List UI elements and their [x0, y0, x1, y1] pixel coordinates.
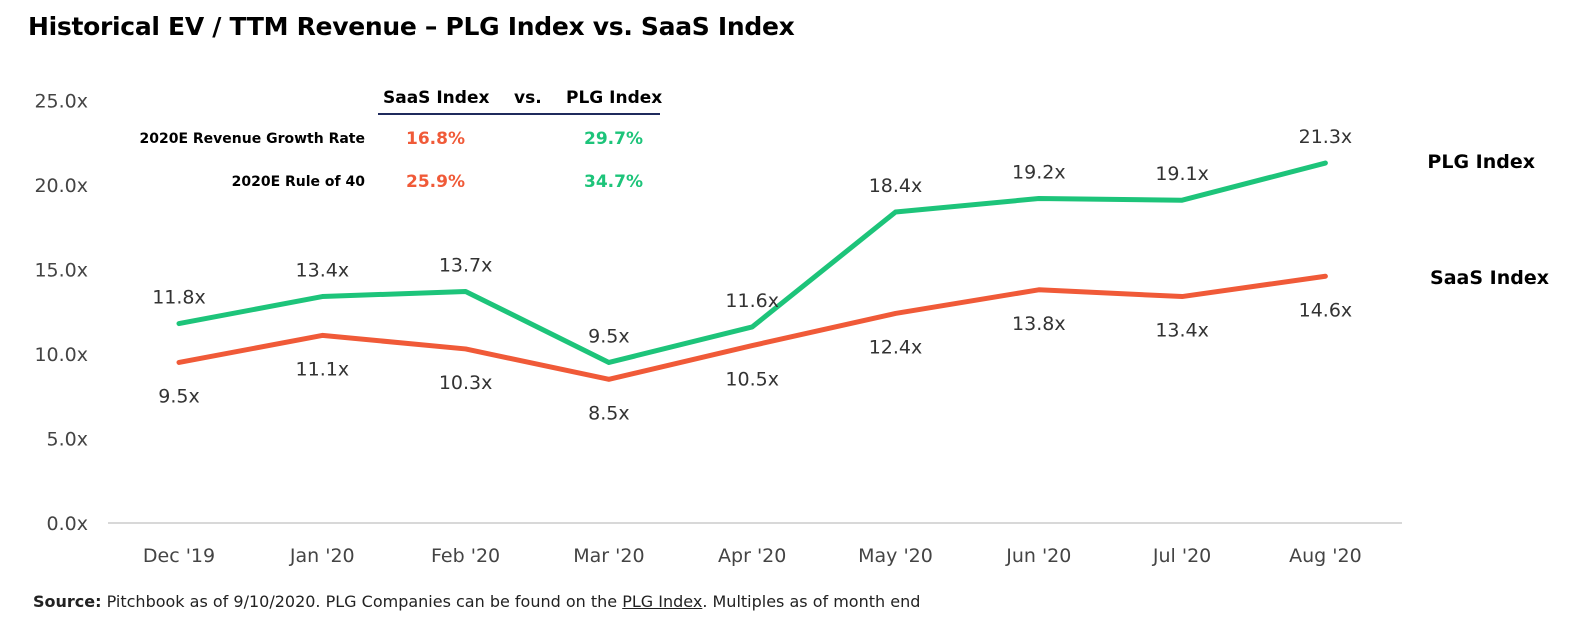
y-tick-label: 20.0x — [34, 175, 88, 197]
plg-data-label: 18.4x — [869, 175, 923, 197]
y-tick-label: 25.0x — [34, 91, 88, 113]
saas-data-label: 9.5x — [158, 385, 199, 407]
plg-data-label: 13.7x — [439, 254, 493, 276]
plg-data-label: 11.8x — [152, 287, 206, 309]
table-header-plg: PLG Index — [566, 88, 663, 108]
y-tick-label: 0.0x — [47, 513, 88, 535]
saas-data-label: 13.4x — [1155, 320, 1209, 342]
x-tick-label: May '20 — [858, 545, 933, 567]
table-saas-growth: 16.8% — [406, 129, 465, 149]
x-tick-label: Apr '20 — [718, 545, 786, 567]
x-tick-label: Feb '20 — [431, 545, 500, 567]
saas-data-label: 12.4x — [869, 336, 923, 358]
saas-data-label: 13.8x — [1012, 313, 1066, 335]
x-tick-label: Jan '20 — [289, 545, 355, 567]
plg-index-link[interactable]: PLG Index — [622, 592, 703, 611]
plg-data-label: 13.4x — [296, 260, 350, 282]
x-tick-label: Mar '20 — [573, 545, 644, 567]
plg-data-label: 11.6x — [725, 290, 779, 312]
table-plg-growth: 29.7% — [584, 129, 643, 149]
source-text-1: Pitchbook as of 9/10/2020. PLG Companies… — [101, 592, 623, 611]
plg-series-label: PLG Index — [1427, 151, 1535, 173]
saas-data-label: 8.5x — [588, 402, 629, 424]
plg-index-line — [176, 160, 1328, 365]
table-header-saas: SaaS Index — [383, 88, 490, 108]
x-tick-label: Dec '19 — [143, 545, 215, 567]
table-header-underline — [378, 113, 660, 115]
saas-data-label: 10.5x — [725, 369, 779, 391]
saas-series-label: SaaS Index — [1430, 267, 1549, 289]
saas-data-label: 10.3x — [439, 372, 493, 394]
plg-data-label: 19.2x — [1012, 162, 1066, 184]
saas-data-label: 11.1x — [296, 358, 350, 380]
table-plg-rule40: 34.7% — [584, 172, 643, 192]
plg-data-label: 9.5x — [588, 325, 629, 347]
y-tick-label: 15.0x — [34, 260, 88, 282]
table-row-label-rule40: 2020E Rule of 40 — [231, 174, 365, 190]
x-tick-label: Jul '20 — [1152, 545, 1211, 567]
saas-index-line — [176, 273, 1328, 382]
saas-data-label: 14.6x — [1299, 299, 1353, 321]
source-label: Source: — [33, 592, 102, 611]
table-saas-rule40: 25.9% — [406, 172, 465, 192]
x-tick-label: Jun '20 — [1005, 545, 1071, 567]
y-tick-label: 10.0x — [34, 344, 88, 366]
table-row-label-growth: 2020E Revenue Growth Rate — [139, 131, 366, 147]
y-tick-label: 5.0x — [47, 429, 88, 451]
x-tick-label: Aug '20 — [1289, 545, 1362, 567]
plg-data-label: 19.1x — [1155, 163, 1209, 185]
plg-data-label: 21.3x — [1299, 126, 1353, 148]
source-text-2: . Multiples as of month end — [702, 592, 921, 611]
chart-title: Historical EV / TTM Revenue – PLG Index … — [28, 12, 795, 41]
source-note: Source: Pitchbook as of 9/10/2020. PLG C… — [33, 592, 920, 611]
table-header-vs: vs. — [514, 88, 542, 108]
